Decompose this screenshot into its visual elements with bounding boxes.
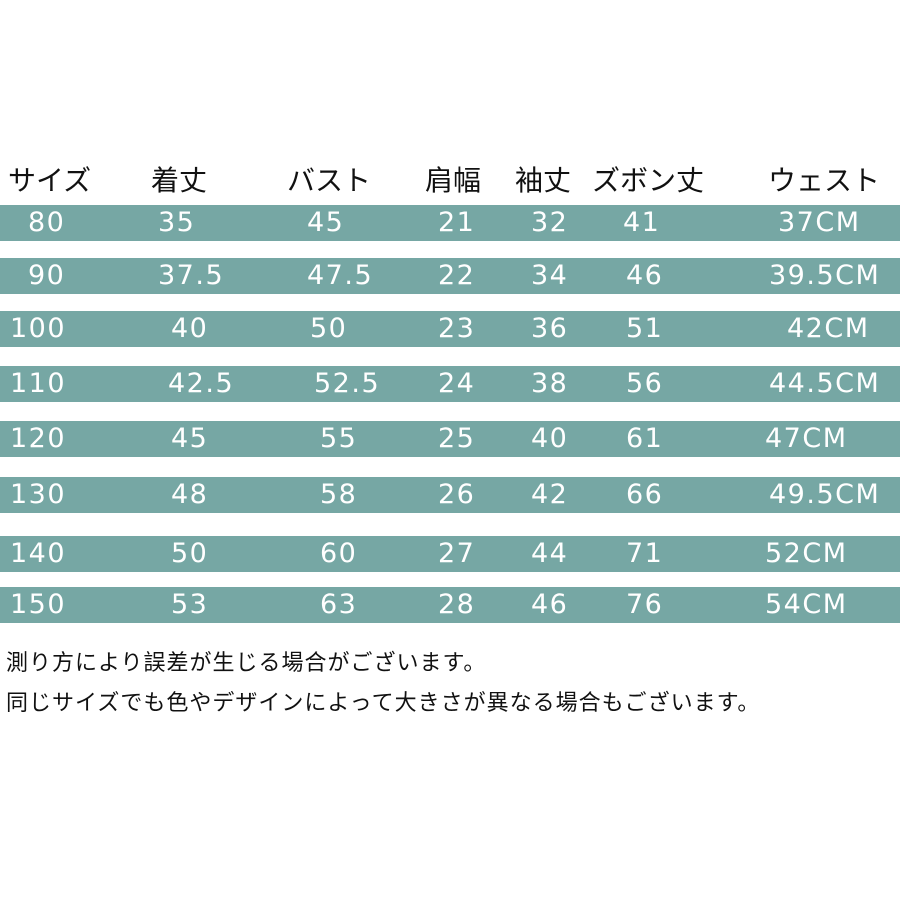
cell-sleeve: 34 [531, 260, 569, 291]
cell-waist: 47CM [765, 423, 848, 454]
cell-bust: 47.5 [307, 260, 374, 291]
cell-waist: 42CM [787, 313, 870, 344]
cell-bust: 55 [320, 423, 358, 454]
note-size-variation: 同じサイズでも色やデザインによって大きさが異なる場合もございます。 [6, 691, 761, 716]
cell-waist: 49.5CM [769, 479, 881, 510]
cell-bust: 60 [320, 538, 358, 569]
table-row: 90 37.5 47.5 22 34 46 39.5CM [0, 258, 900, 294]
cell-size: 130 [10, 479, 67, 510]
cell-waist: 37CM [778, 207, 861, 238]
cell-bust: 50 [310, 313, 348, 344]
cell-sleeve: 42 [531, 479, 569, 510]
table-row: 150 53 63 28 46 76 54CM [0, 587, 900, 623]
cell-shoulder: 25 [438, 423, 476, 454]
cell-pants-length: 56 [626, 368, 664, 399]
cell-pants-length: 41 [623, 207, 661, 238]
cell-sleeve: 36 [531, 313, 569, 344]
table-header-row: サイズ 着丈 バスト 肩幅 袖丈 ズボン丈 ウェスト [0, 160, 900, 202]
cell-size: 90 [28, 260, 66, 291]
cell-shoulder: 24 [438, 368, 476, 399]
header-length: 着丈 [151, 164, 208, 197]
cell-bust: 63 [320, 589, 358, 620]
cell-sleeve: 38 [531, 368, 569, 399]
cell-size: 140 [10, 538, 67, 569]
cell-pants-length: 61 [626, 423, 664, 454]
cell-sleeve: 46 [531, 589, 569, 620]
table-row: 130 48 58 26 42 66 49.5CM [0, 477, 900, 513]
cell-length: 53 [171, 589, 209, 620]
cell-waist: 54CM [765, 589, 848, 620]
cell-size: 150 [10, 589, 67, 620]
cell-waist: 44.5CM [769, 368, 881, 399]
cell-length: 45 [171, 423, 209, 454]
cell-bust: 52.5 [314, 368, 381, 399]
cell-sleeve: 44 [531, 538, 569, 569]
cell-shoulder: 21 [438, 207, 476, 238]
cell-waist: 39.5CM [769, 260, 881, 291]
cell-shoulder: 23 [438, 313, 476, 344]
cell-length: 48 [171, 479, 209, 510]
cell-size: 110 [10, 368, 67, 399]
header-bust: バスト [287, 164, 372, 197]
cell-pants-length: 46 [626, 260, 664, 291]
header-size: サイズ [8, 164, 92, 197]
cell-size: 100 [10, 313, 67, 344]
cell-shoulder: 26 [438, 479, 476, 510]
note-measurement-error: 測り方により誤差が生じる場合がございます。 [6, 651, 487, 676]
cell-bust: 45 [307, 207, 345, 238]
cell-pants-length: 71 [626, 538, 664, 569]
header-pants-length: ズボン丈 [592, 164, 705, 197]
cell-sleeve: 32 [531, 207, 569, 238]
cell-sleeve: 40 [531, 423, 569, 454]
table-row: 100 40 50 23 36 51 42CM [0, 311, 900, 347]
cell-size: 80 [28, 207, 66, 238]
header-sleeve: 袖丈 [515, 164, 572, 197]
cell-length: 35 [158, 207, 196, 238]
cell-shoulder: 22 [438, 260, 476, 291]
table-row: 120 45 55 25 40 61 47CM [0, 421, 900, 457]
table-row: 110 42.5 52.5 24 38 56 44.5CM [0, 366, 900, 402]
cell-waist: 52CM [765, 538, 848, 569]
cell-length: 42.5 [168, 368, 235, 399]
cell-pants-length: 66 [626, 479, 664, 510]
header-shoulder: 肩幅 [425, 164, 482, 197]
cell-bust: 58 [320, 479, 358, 510]
cell-size: 120 [10, 423, 67, 454]
cell-shoulder: 27 [438, 538, 476, 569]
cell-pants-length: 51 [626, 313, 664, 344]
header-waist: ウェスト [768, 164, 881, 197]
cell-length: 50 [171, 538, 209, 569]
cell-shoulder: 28 [438, 589, 476, 620]
table-row: 140 50 60 27 44 71 52CM [0, 536, 900, 572]
cell-pants-length: 76 [626, 589, 664, 620]
cell-length: 37.5 [158, 260, 225, 291]
cell-length: 40 [171, 313, 209, 344]
table-row: 80 35 45 21 32 41 37CM [0, 205, 900, 241]
